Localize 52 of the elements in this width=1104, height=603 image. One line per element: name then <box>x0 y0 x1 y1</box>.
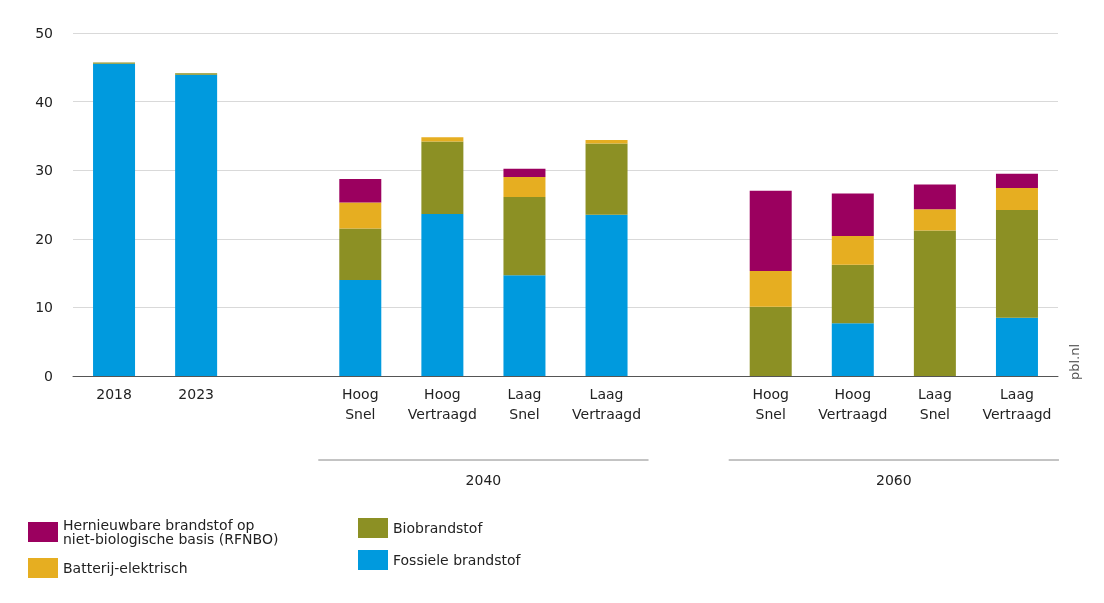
bar <box>175 74 218 376</box>
bar <box>421 141 464 215</box>
y-tick-label: 30 <box>35 162 53 179</box>
bar <box>503 196 546 276</box>
x-tick-label: Hoog Snel <box>342 386 379 422</box>
bar <box>995 188 1038 210</box>
legend-label: Biobrandstof <box>393 520 484 536</box>
text: 2060 <box>876 472 912 488</box>
y-tick-label: 40 <box>35 93 53 110</box>
y-tick-label: 20 <box>35 230 53 247</box>
x-tick-label: Laag Vertraagd <box>572 386 642 422</box>
bar <box>995 173 1038 189</box>
bar <box>339 202 382 229</box>
x-tick-label: Hoog Vertraagd <box>407 386 477 422</box>
bar <box>995 209 1038 318</box>
bar <box>339 179 382 203</box>
bar <box>831 193 874 237</box>
bar <box>749 271 792 307</box>
bar <box>503 275 546 376</box>
bar <box>995 317 1038 376</box>
x-tick-label: Laag Vertraagd <box>982 386 1052 422</box>
bar <box>339 228 382 280</box>
bar <box>831 236 874 265</box>
x-tick-label: Laag Snel <box>507 386 542 422</box>
y-tick-label: 10 <box>35 299 53 316</box>
text: 2040 <box>465 472 502 488</box>
bar <box>831 264 874 324</box>
bar <box>585 143 628 215</box>
bar <box>913 184 956 210</box>
bar <box>503 168 546 178</box>
bar <box>421 214 464 376</box>
legend-label: Fossiele brandstof <box>393 552 522 568</box>
bar <box>913 209 956 231</box>
x-tick-label: Hoog Vertraagd <box>818 386 888 422</box>
x-tick-label: Hoog Snel <box>752 386 789 422</box>
x-tick-label: 2018 <box>96 386 132 402</box>
bar <box>339 279 382 376</box>
bar <box>831 323 874 376</box>
bar <box>421 137 464 142</box>
bar <box>913 230 956 376</box>
y-tick-label: 50 <box>35 25 53 41</box>
bar <box>93 63 136 376</box>
x-tick-label: 2023 <box>178 386 214 402</box>
y-tick-label: 0 <box>44 368 53 384</box>
legend-label: Batterij-elektrisch <box>63 560 188 576</box>
bar <box>749 306 792 376</box>
text: pbl.nl <box>1067 343 1082 380</box>
x-tick-label: Laag Snel <box>917 386 952 422</box>
bar <box>749 190 792 272</box>
bar <box>503 177 546 197</box>
bar <box>585 214 628 376</box>
legend-label: Hernieuwbare brandstof op niet-biologische basis (RFNBO) <box>63 517 279 547</box>
